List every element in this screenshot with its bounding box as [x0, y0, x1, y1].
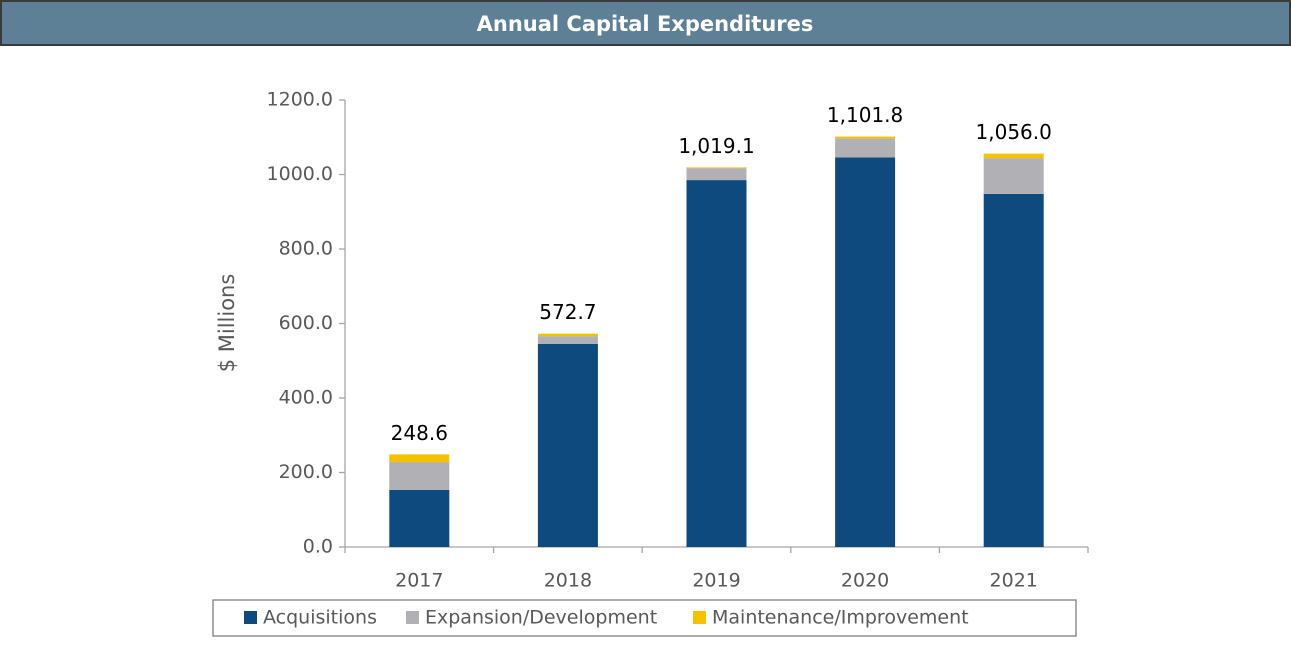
bar-segment — [983, 158, 1044, 194]
bar-segment — [686, 168, 747, 181]
bar-segment — [835, 136, 896, 139]
total-label: 1,019.1 — [678, 134, 754, 158]
x-tick-label: 2020 — [841, 570, 889, 592]
x-tick-label: 2017 — [395, 570, 443, 592]
y-tick-label: 0.0 — [303, 536, 333, 558]
bar-segment — [686, 167, 747, 169]
legend-swatch — [406, 611, 419, 624]
y-tick-label: 1200.0 — [267, 89, 333, 111]
y-tick-label: 1000.0 — [267, 163, 333, 185]
bar-segment — [835, 138, 896, 158]
y-tick-label: 600.0 — [279, 312, 333, 334]
bar-segment — [983, 193, 1044, 547]
y-tick-label: 400.0 — [279, 387, 333, 409]
total-label: 1,101.8 — [827, 103, 903, 127]
bar-segment — [537, 343, 598, 547]
legend-swatch — [693, 611, 706, 624]
bar-segment — [686, 180, 747, 547]
bar-segment — [389, 454, 450, 463]
x-tick-label: 2018 — [544, 570, 592, 592]
bar-segment — [537, 333, 598, 337]
legend-label: Acquisitions — [263, 607, 377, 629]
bar-segment — [389, 490, 450, 547]
bar-segment — [537, 336, 598, 344]
chart-title: Annual Capital Expenditures — [477, 12, 814, 36]
x-tick-label: 2021 — [990, 570, 1038, 592]
legend-swatch — [244, 611, 257, 624]
total-label: 572.7 — [539, 300, 596, 324]
total-label: 248.6 — [391, 421, 448, 445]
bar-segment — [983, 153, 1044, 159]
y-tick-label: 800.0 — [279, 238, 333, 260]
bar-segment — [389, 462, 450, 491]
x-tick-label: 2019 — [692, 570, 740, 592]
total-label: 1,056.0 — [976, 120, 1052, 144]
legend-label: Maintenance/Improvement — [712, 607, 969, 629]
y-tick-label: 200.0 — [279, 461, 333, 483]
bar-segment — [835, 157, 896, 548]
legend-box — [212, 599, 1077, 637]
y-axis-label: $ Millions — [215, 274, 239, 373]
legend-label: Expansion/Development — [425, 607, 657, 629]
title-banner — [0, 0, 1291, 46]
